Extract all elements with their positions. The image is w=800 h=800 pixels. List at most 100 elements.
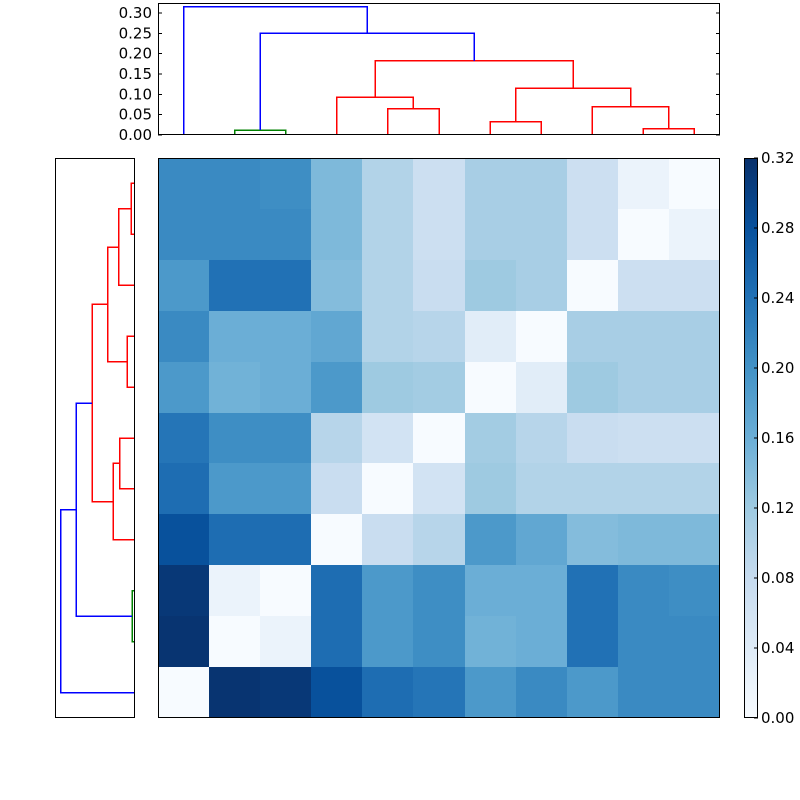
- heatmap-cell: [465, 209, 516, 260]
- heatmap-cell: [669, 463, 720, 514]
- heatmap-cell: [209, 362, 260, 413]
- heatmap-cell: [209, 565, 260, 616]
- heatmap-cell: [465, 413, 516, 463]
- heatmap-cell: [158, 667, 209, 718]
- heatmap-cell: [567, 616, 618, 667]
- left-dendrogram-link-red: [118, 208, 135, 287]
- heatmap-cell: [669, 311, 720, 362]
- heatmap-cell: [209, 311, 260, 362]
- heatmap-cell: [669, 514, 720, 565]
- heatmap-cell: [209, 158, 260, 209]
- top-dendrogram-link-red: [387, 108, 440, 135]
- top-axis-tick-label: 0.05: [119, 106, 152, 124]
- top-axis-tick-label: 0.00: [119, 126, 152, 144]
- heatmap-cell: [260, 209, 311, 260]
- heatmap-cell: [516, 463, 567, 514]
- heatmap-cell: [618, 667, 669, 718]
- heatmap-cell: [567, 463, 618, 514]
- heatmap-cell: [260, 413, 311, 463]
- heatmap-cell: [260, 362, 311, 413]
- heatmap-cell: [158, 413, 209, 463]
- heatmap-cell: [669, 209, 720, 260]
- heatmap-cell: [465, 311, 516, 362]
- heatmap-cell: [465, 260, 516, 311]
- heatmap-cell: [311, 667, 362, 718]
- colorbar-tick-label: 0.12: [761, 499, 794, 517]
- left-dendrogram-link-red: [107, 246, 128, 363]
- heatmap-cell: [516, 260, 567, 311]
- heatmap-cell: [669, 667, 720, 718]
- heatmap-cell: [669, 413, 720, 463]
- heatmap-cell: [413, 209, 465, 260]
- heatmap-cell: [158, 311, 209, 362]
- heatmap-cell: [516, 362, 567, 413]
- heatmap-cell: [413, 667, 465, 718]
- top-axis: 0.00 0.05 0.10 0.15 0.20 0.25 0.30: [119, 4, 720, 144]
- heatmap-cell: [413, 616, 465, 667]
- top-dendrogram-link-red: [336, 96, 415, 135]
- heatmap-cell: [567, 565, 618, 616]
- top-dendrogram-link-red: [514, 87, 632, 122]
- heatmap-cell: [413, 463, 465, 514]
- heatmap-cell: [362, 463, 413, 514]
- heatmap-cell: [618, 362, 669, 413]
- heatmap-cell: [618, 158, 669, 209]
- heatmap-cell: [465, 158, 516, 209]
- heatmap-cell: [465, 514, 516, 565]
- heatmap-cell: [618, 616, 669, 667]
- heatmap-cell: [362, 413, 413, 463]
- top-dendrogram-link-blue: [182, 6, 368, 135]
- heatmap-cell: [158, 565, 209, 616]
- left-dendrogram-box: [55, 158, 135, 718]
- left-dendrogram-link-blue: [60, 508, 135, 694]
- heatmap-cell: [209, 413, 260, 463]
- heatmap-cell: [362, 667, 413, 718]
- heatmap-cell: [362, 260, 413, 311]
- colorbar-tick-label: 0.32: [761, 149, 794, 167]
- heatmap-cell: [516, 158, 567, 209]
- heatmap-cell: [311, 158, 362, 209]
- heatmap-cell: [260, 616, 311, 667]
- top-dendrogram: [182, 6, 696, 135]
- heatmap-cell: [362, 514, 413, 565]
- heatmap-cell: [209, 260, 260, 311]
- heatmap-cell: [158, 514, 209, 565]
- left-dendrogram: [60, 182, 135, 694]
- left-dendrogram-link-red: [91, 303, 114, 503]
- heatmap-cell: [516, 667, 567, 718]
- heatmap-cell: [158, 616, 209, 667]
- heatmap-cell: [311, 616, 362, 667]
- top-axis-tick-label: 0.10: [119, 85, 152, 103]
- heatmap-cell: [618, 565, 669, 616]
- heatmap-cell: [567, 158, 618, 209]
- colorbar-tick-label: 0.28: [761, 219, 794, 237]
- top-dendrogram-link-blue: [259, 32, 475, 131]
- heatmap-cell: [362, 362, 413, 413]
- heatmap-cell: [413, 362, 465, 413]
- colorbar: 0.00 0.04 0.08 0.12 0.16 0.20 0.24 0.28 0.32: [744, 149, 794, 727]
- heatmap-cell: [362, 209, 413, 260]
- heatmap-cell: [669, 616, 720, 667]
- left-dendrogram-link-red: [126, 335, 135, 388]
- heatmap-cell: [311, 565, 362, 616]
- heatmap-cell: [311, 463, 362, 514]
- heatmap-cell: [209, 667, 260, 718]
- top-axis-tick-label: 0.30: [119, 4, 152, 22]
- heatmap-cell: [260, 667, 311, 718]
- left-dendrogram-link-blue: [75, 402, 133, 617]
- heatmap-cell: [567, 260, 618, 311]
- heatmap-matrix: [158, 158, 720, 718]
- heatmap-cell: [465, 565, 516, 616]
- heatmap-cell: [260, 514, 311, 565]
- heatmap-cell: [669, 158, 720, 209]
- heatmap-cell: [669, 565, 720, 616]
- left-dendrogram-link-red: [119, 437, 135, 490]
- top-dendrogram-link-red: [489, 121, 542, 135]
- heatmap-cell: [311, 362, 362, 413]
- heatmap-cell: [567, 209, 618, 260]
- heatmap-cell: [311, 311, 362, 362]
- heatmap-cell: [669, 362, 720, 413]
- heatmap-cell: [567, 362, 618, 413]
- colorbar-tick-label: 0.20: [761, 359, 794, 377]
- heatmap-cell: [516, 514, 567, 565]
